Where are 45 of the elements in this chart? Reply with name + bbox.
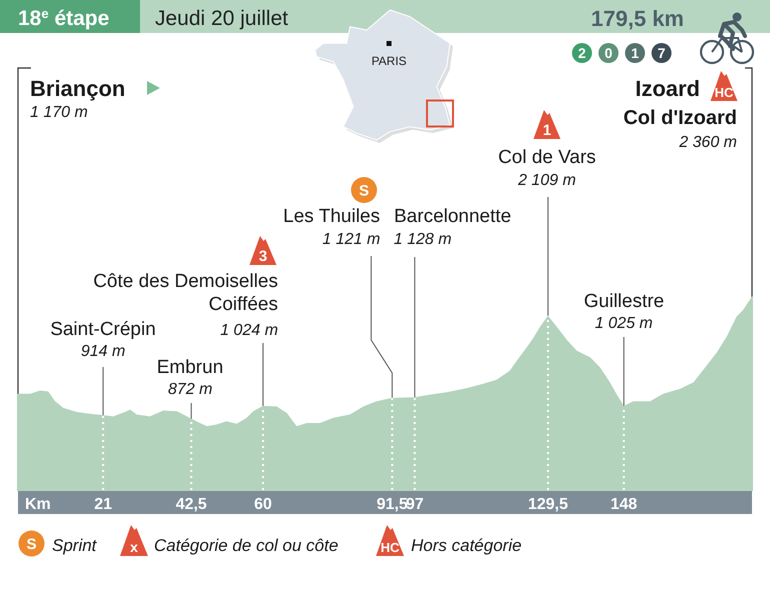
text: S (358, 182, 370, 200)
text: Barcelonnette (394, 206, 512, 227)
text: Izoard (635, 76, 700, 101)
text: 179,5 km (591, 6, 684, 31)
text: 3 (258, 248, 268, 265)
x-tick-label: 91,5 (376, 496, 408, 513)
text: Catégorie de col ou côte (154, 536, 338, 555)
annotation: 1 025 m (594, 315, 653, 332)
text: PARIS (371, 54, 407, 68)
text: Col de Vars (498, 147, 596, 168)
annotation: 1 128 m (394, 231, 452, 248)
x-tick-label: 60 (254, 496, 272, 513)
annotation: 1 024 m (220, 322, 278, 339)
text: 2 (578, 45, 586, 62)
text: HC (714, 85, 734, 100)
x-tick-label: 97 (406, 496, 424, 513)
text: 7 (658, 45, 666, 62)
x-tick-label: 148 (610, 496, 638, 513)
text: Briançon (30, 76, 126, 101)
annotation: Côte des Demoiselles Coiffées (93, 271, 278, 315)
chart-subtitle: Jeudi 20 juillet (155, 7, 288, 30)
annotation: Embrun (156, 357, 224, 378)
text: 1 170 m (30, 104, 88, 121)
annotation: 2 109 m (517, 172, 576, 189)
text: Les Thuiles (283, 206, 380, 227)
text: 0 (604, 45, 613, 62)
text: S (26, 536, 37, 553)
annotation: 914 m (80, 343, 126, 360)
text: HC (380, 540, 400, 555)
annotation: 1 121 m (322, 231, 380, 248)
x-tick-label: 129,5 (528, 496, 568, 513)
annotation: 872 m (168, 381, 212, 398)
text: Sprint (52, 536, 98, 555)
chart-title: 18$^{e}$ étape (18, 6, 110, 30)
annotation: Saint-Crépin (50, 319, 156, 340)
x-tick-label: 42,5 (176, 496, 207, 513)
x-tick-label: 21 (94, 496, 112, 513)
text: x (130, 539, 138, 555)
text: 1 (631, 45, 640, 62)
text: Col d'Izoard (623, 107, 737, 129)
text: 2 360 m (678, 134, 737, 151)
annotation: Guillestre (584, 291, 664, 312)
x-axis-title: Km (25, 496, 51, 513)
text: Hors catégorie (411, 536, 522, 555)
text: 1 (542, 122, 552, 139)
